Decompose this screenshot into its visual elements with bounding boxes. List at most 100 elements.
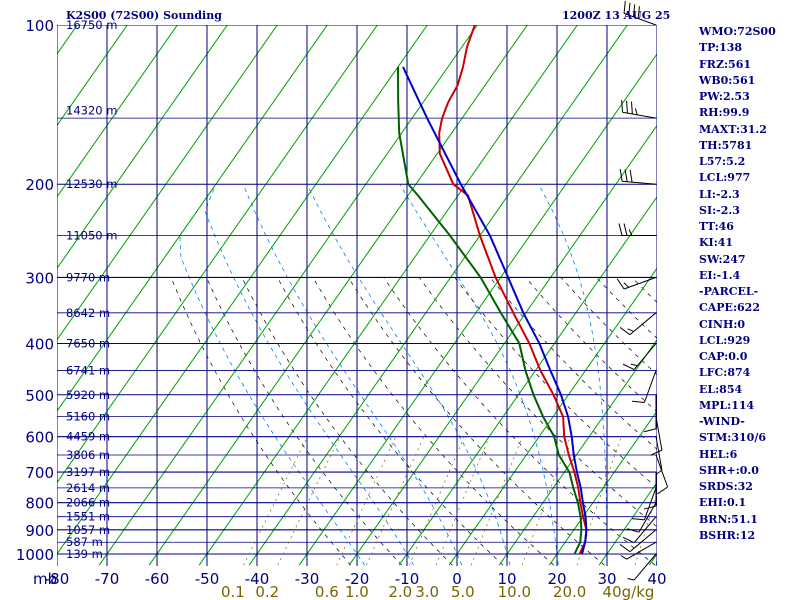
temperature-tick-label: -30 xyxy=(295,570,320,588)
isotherm-line xyxy=(57,25,328,413)
barb-flag xyxy=(637,6,640,19)
temperature-tick-label: -80 xyxy=(45,570,70,588)
index-line: SHR+:0.0 xyxy=(699,463,759,477)
barb-flag xyxy=(622,363,635,370)
dry-adiabat xyxy=(312,277,555,566)
index-line: BSHR:12 xyxy=(699,528,756,542)
barb-flag xyxy=(628,2,631,16)
isotherm-line xyxy=(57,25,428,555)
pressure-unit-label: mb xyxy=(33,570,57,588)
index-line: RH:99.9 xyxy=(699,106,750,120)
mixing-ratio-line xyxy=(366,436,425,566)
pressure-tick-label: 500 xyxy=(25,387,54,405)
moist-adiabat xyxy=(399,183,559,566)
mixing-ratio-label: 1.0 xyxy=(345,583,369,600)
isotherm-line xyxy=(98,25,478,566)
index-line: FRZ:561 xyxy=(699,57,752,71)
height-label: 9770 m xyxy=(66,270,110,284)
barb-staff xyxy=(633,343,657,370)
wind-barb xyxy=(623,1,657,26)
moist-adiabat xyxy=(538,184,608,566)
height-label: 587 m xyxy=(66,535,103,549)
temperature-tick-label: 40 xyxy=(647,570,666,588)
mixing-ratio-label: 5.0 xyxy=(451,583,475,600)
index-line: WMO:72S00 xyxy=(699,25,776,38)
mixing-ratio-label: 0.1 xyxy=(221,583,245,600)
barb-flag xyxy=(632,4,636,17)
height-label: 5920 m xyxy=(66,388,110,402)
temperature-tick-label: -60 xyxy=(145,570,170,588)
moist-adiabat xyxy=(655,548,657,566)
barb-staff xyxy=(633,553,657,581)
barb-flag xyxy=(619,543,631,553)
height-label: 14320 m xyxy=(66,103,117,117)
dry-adiabat xyxy=(383,277,656,566)
mixing-ratio-line xyxy=(470,436,523,566)
barb-staff xyxy=(623,276,657,290)
height-label: 11050 m xyxy=(66,229,117,243)
barb-flag xyxy=(619,326,631,336)
isotherm-line xyxy=(348,124,657,566)
index-line: TP:138 xyxy=(699,41,743,55)
height-label: 3197 m xyxy=(66,465,110,479)
mixing-ratio-line xyxy=(336,436,397,566)
index-line: -WIND- xyxy=(699,415,745,428)
dry-adiabat xyxy=(170,277,352,566)
wind-barb xyxy=(619,168,657,185)
index-line: SRDS:32 xyxy=(699,480,753,493)
pressure-tick-label: 400 xyxy=(25,335,54,353)
mixing-ratio-label: 40g/kg xyxy=(603,583,655,600)
moist-adiabat xyxy=(179,183,366,566)
index-line: BRN:51.1 xyxy=(699,512,758,526)
wind-barb xyxy=(620,541,657,560)
barb-staff xyxy=(655,436,663,471)
pressure-tick-label: 900 xyxy=(25,522,54,540)
mixing-ratio-label: 2.0 xyxy=(388,583,412,600)
wind-barb xyxy=(621,99,657,119)
barb-flag xyxy=(623,223,628,236)
temperature-line xyxy=(438,25,588,555)
barb-staff xyxy=(655,416,663,451)
temperature-tick-label: -40 xyxy=(245,570,270,588)
barb-staff xyxy=(623,12,657,26)
index-line: LFC:874 xyxy=(699,366,751,380)
height-label: 16750 m xyxy=(66,18,117,32)
barb-staff xyxy=(629,312,657,336)
wind-barb xyxy=(626,502,657,533)
isotherm-line xyxy=(57,25,278,341)
wind-barb xyxy=(619,312,657,336)
pressure-tick-label: 600 xyxy=(25,429,54,447)
index-line: MPL:114 xyxy=(699,398,755,412)
isotherm-line xyxy=(198,25,578,566)
dewpoint-line xyxy=(397,66,583,555)
dry-adiabat xyxy=(241,277,453,566)
barb-flag xyxy=(630,363,638,367)
barb-flag xyxy=(643,428,657,433)
barb-staff xyxy=(626,541,657,560)
height-label: 12530 m xyxy=(66,177,117,191)
isotherm-line xyxy=(248,25,628,566)
wind-barb xyxy=(655,454,669,495)
index-line: LCL:977 xyxy=(699,171,751,185)
barb-flag xyxy=(619,168,623,182)
height-label: 5160 m xyxy=(66,410,110,424)
barb-staff xyxy=(633,516,657,544)
mixing-ratio-line xyxy=(435,436,490,566)
barb-staff xyxy=(643,370,657,403)
index-line: PW:2.53 xyxy=(699,90,750,103)
isotherm-line xyxy=(498,338,657,566)
mixing-ratio-line xyxy=(409,436,465,566)
wind-barb xyxy=(622,516,657,544)
barb-flag xyxy=(634,108,638,115)
index-line: SW:247 xyxy=(699,252,746,266)
index-line: L57:5.2 xyxy=(699,155,746,168)
barb-flag xyxy=(624,169,628,182)
wind-barb xyxy=(650,416,663,456)
pressure-tick-label: 1000 xyxy=(16,546,54,564)
temperature-tick-label: -10 xyxy=(395,570,420,588)
index-line: LCL:929 xyxy=(699,333,751,347)
mixing-ratio-label: 10.0 xyxy=(498,583,531,600)
moist-adiabat xyxy=(204,184,414,566)
index-line: MAXT:31.2 xyxy=(699,122,767,136)
